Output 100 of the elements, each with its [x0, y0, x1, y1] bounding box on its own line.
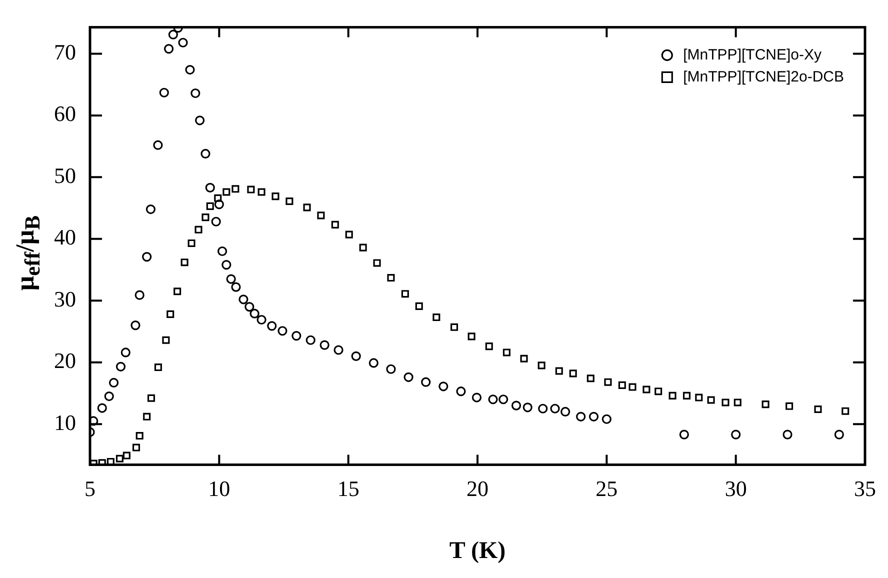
- y-tick-label: 20: [54, 348, 76, 374]
- point: [122, 452, 130, 460]
- x-tick-label: 25: [596, 476, 618, 501]
- x-axis-title: T (K): [449, 538, 506, 564]
- point: [762, 400, 770, 408]
- point: [146, 204, 156, 214]
- point: [286, 197, 294, 206]
- point: [588, 412, 599, 422]
- point: [303, 204, 311, 212]
- point: [166, 310, 174, 318]
- point: [560, 406, 570, 417]
- point: [502, 348, 510, 356]
- y-tick-label: 10: [54, 410, 76, 435]
- legend-label: [MnTPP][TCNE]2o-DCB: [683, 68, 844, 86]
- point: [368, 358, 378, 368]
- point: [345, 230, 353, 238]
- point: [194, 116, 205, 126]
- point: [432, 314, 440, 322]
- point: [415, 302, 423, 310]
- point: [142, 252, 152, 262]
- point: [468, 332, 476, 340]
- point: [136, 432, 144, 440]
- point: [320, 340, 330, 350]
- point: [522, 402, 532, 412]
- point: [238, 294, 248, 304]
- point: [202, 214, 210, 222]
- point: [604, 378, 612, 386]
- point: [174, 288, 182, 296]
- point: [842, 407, 850, 415]
- point: [153, 140, 163, 150]
- point: [188, 239, 196, 247]
- point: [97, 403, 107, 413]
- point: [569, 370, 577, 378]
- point: [538, 404, 548, 414]
- point: [180, 258, 188, 266]
- point: [679, 430, 689, 440]
- point: [331, 220, 339, 228]
- y-tick-label: 70: [54, 40, 76, 65]
- point: [520, 354, 528, 362]
- point: [351, 351, 361, 361]
- x-tick-label: 20: [466, 476, 488, 501]
- point: [143, 412, 151, 420]
- point: [550, 404, 560, 414]
- point: [120, 348, 130, 358]
- x-tick-label: 30: [724, 476, 747, 501]
- point: [272, 192, 280, 200]
- x-tick-label: 35: [854, 476, 876, 501]
- point: [104, 391, 114, 402]
- point: [162, 336, 170, 344]
- point: [278, 326, 288, 336]
- point: [222, 188, 230, 196]
- point: [668, 392, 676, 400]
- point: [386, 364, 396, 374]
- point: [194, 226, 202, 234]
- y-tick-label: 30: [54, 286, 76, 312]
- point: [538, 362, 546, 370]
- x-tick-label: 15: [337, 476, 360, 501]
- point: [576, 412, 586, 422]
- point: [485, 342, 493, 350]
- point: [164, 44, 174, 54]
- point: [226, 274, 236, 284]
- point: [421, 377, 431, 387]
- point: [292, 331, 302, 341]
- point: [654, 388, 662, 396]
- x-tick-label: 10: [208, 476, 230, 501]
- point: [359, 244, 367, 252]
- point: [206, 202, 214, 210]
- point: [267, 321, 277, 331]
- point: [130, 320, 140, 330]
- point: [214, 200, 224, 210]
- point: [116, 362, 126, 372]
- point: [159, 88, 169, 98]
- point: [134, 290, 144, 300]
- point: [618, 381, 626, 389]
- point: [488, 394, 498, 404]
- x-tick-label: 5: [84, 476, 96, 501]
- point: [628, 383, 636, 391]
- point: [695, 394, 703, 402]
- point: [682, 392, 691, 400]
- point: [404, 372, 414, 382]
- point: [108, 378, 119, 388]
- point: [317, 212, 325, 220]
- point: [178, 38, 188, 48]
- y-tick-label: 40: [54, 224, 76, 250]
- point: [200, 148, 210, 159]
- point: [231, 282, 241, 292]
- point: [555, 367, 563, 375]
- point: [731, 430, 741, 440]
- point: [834, 430, 844, 440]
- point: [306, 335, 316, 345]
- y-tick-label: 60: [54, 101, 76, 126]
- point: [168, 30, 178, 40]
- point: [90, 416, 98, 426]
- legend-label: [MnTPP][TCNE]o-Xy: [683, 46, 822, 64]
- point: [438, 382, 448, 392]
- point: [190, 88, 200, 98]
- point: [387, 274, 395, 282]
- point: [214, 194, 222, 202]
- point: [814, 405, 822, 414]
- point: [334, 345, 344, 355]
